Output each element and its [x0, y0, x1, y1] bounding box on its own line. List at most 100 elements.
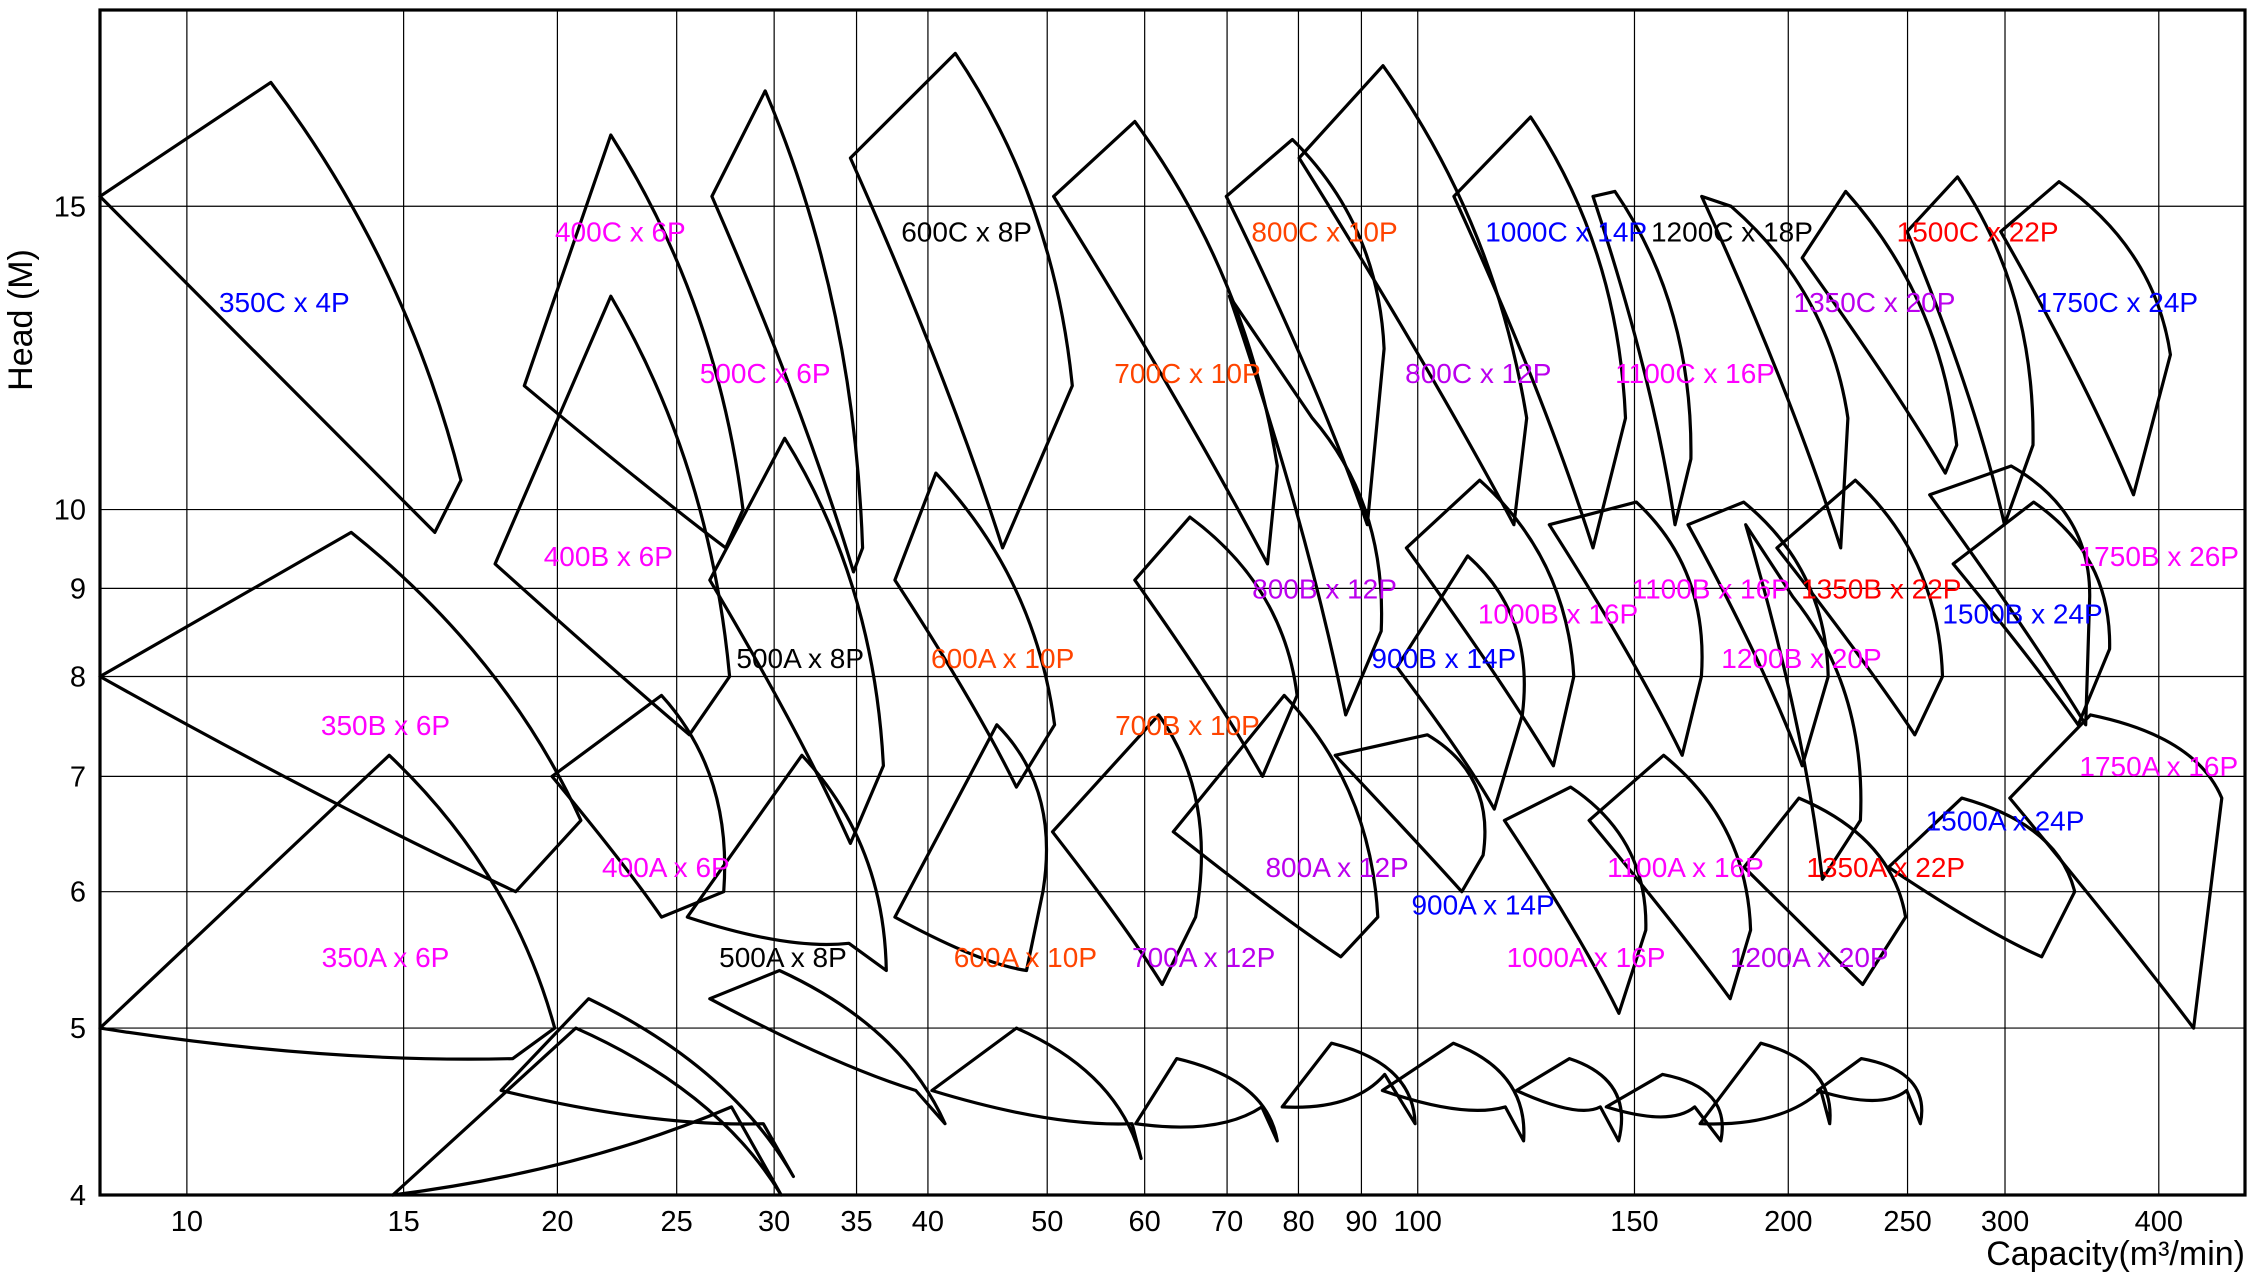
pump-region-label: 1750B x 26P	[2079, 541, 2239, 572]
x-axis-label: Capacity(m³/min)	[1986, 1235, 2245, 1273]
pump-region-outline	[550, 693, 727, 919]
pump-region-outline	[1133, 515, 1299, 778]
y-axis-label: Head (M)	[2, 249, 40, 391]
pump-region-label: 700B x 10P	[1115, 710, 1260, 741]
pump-region-outline	[708, 968, 947, 1126]
x-tick-labels: 10 15 20 25 30 35 40 50 60 70 80 90 100 150 200 250 300 4…	[171, 1206, 2183, 1238]
x-tick-label: 90	[1345, 1206, 1377, 1238]
y-tick-label: 15	[54, 191, 86, 223]
pump-region-outline	[893, 723, 1049, 973]
y-tick-label: 6	[70, 877, 86, 909]
pump-region-outline	[1333, 733, 1487, 894]
pump-region-outline	[1591, 189, 1693, 527]
pump-region-label: 1750A x 16P	[2079, 751, 2238, 782]
pump-region-label: 1200A x 20P	[1730, 942, 1889, 973]
pump-region-label: 800B x 12P	[1252, 573, 1397, 604]
x-tick-label: 25	[661, 1206, 693, 1238]
pump-region-label: 900B x 14P	[1371, 643, 1516, 674]
pump-region-outline	[1587, 753, 1753, 1001]
x-tick-label: 30	[758, 1206, 790, 1238]
pump-region-outline	[1928, 464, 2092, 727]
pump-region-outline	[98, 753, 557, 1061]
pump-region-label: 1350C x 20P	[1794, 287, 1956, 318]
pump-region-label: 700A x 12P	[1132, 942, 1275, 973]
pump-region-label: 1500B x 24P	[1942, 599, 2102, 630]
y-tick-label: 5	[70, 1013, 86, 1045]
pump-region-label: 1200C x 18P	[1651, 217, 1813, 248]
pump-region-label: 1100B x 16P	[1632, 573, 1790, 604]
pump-region-outline	[708, 436, 885, 845]
pump-region-label: 1500A x 24P	[1926, 805, 2085, 836]
x-tick-label: 400	[2135, 1206, 2183, 1238]
pump-region-outline	[522, 133, 745, 550]
pump-region-outline	[1905, 175, 2035, 527]
pump-region-label: 1350B x 22P	[1801, 573, 1961, 604]
pump-region-outline	[1280, 1041, 1417, 1126]
y-tick-label: 8	[70, 661, 86, 693]
pump-region-outline	[1698, 1041, 1832, 1126]
pump-region-outline	[1742, 796, 1908, 987]
y-tick-label: 10	[54, 495, 86, 527]
x-tick-label: 100	[1394, 1206, 1442, 1238]
pump-region-label: 500C x 6P	[700, 358, 831, 389]
pump-region-outline	[1816, 1057, 1924, 1126]
pump-region-label: 500A x 8P	[719, 942, 847, 973]
x-tick-label: 60	[1129, 1206, 1161, 1238]
pump-region-labels: 350C x 4P 400C x 6P 500C x 6P 600C x 8P 700C…	[219, 217, 2239, 973]
plot-frame	[98, 8, 2247, 1197]
pump-region-outline	[1775, 478, 1945, 737]
pump-region-outline	[1404, 478, 1576, 768]
pump-region-label: 1100C x 16P	[1615, 358, 1775, 389]
pump-region-outline	[710, 89, 865, 574]
x-tick-label: 150	[1610, 1206, 1658, 1238]
pump-region-outline	[493, 294, 732, 737]
pump-region-outline	[1604, 1072, 1724, 1143]
pump-region-outline	[1951, 500, 2112, 727]
pump-region-outline	[1999, 180, 2172, 497]
pump-region-outline	[1050, 713, 1204, 987]
pump-region-outline	[499, 997, 795, 1179]
pump-region-label: 350B x 6P	[321, 710, 450, 741]
pump-region-label: 600C x 8P	[901, 217, 1032, 248]
grid-lines	[100, 10, 2245, 1196]
x-tick-label: 15	[387, 1206, 419, 1238]
pump-region-label: 1350A x 22P	[1806, 852, 1965, 883]
pump-region-label: 400B x 6P	[544, 541, 673, 572]
pump-region-outline	[98, 530, 583, 894]
x-tick-label: 40	[912, 1206, 944, 1238]
pump-region-label: 400C x 6P	[555, 217, 686, 248]
pump-region-label: 700C x 10P	[1114, 358, 1260, 389]
pump-region-label: 1750C x 24P	[2036, 287, 2198, 318]
pump-region-outline	[391, 1026, 783, 1197]
pump-region-outline	[1380, 1041, 1526, 1143]
pump-region-outline	[1547, 500, 1704, 757]
pump-region-label: 1500C x 22P	[1897, 217, 2059, 248]
y-tick-label: 9	[70, 573, 86, 605]
pump-region-outline	[1744, 523, 1863, 881]
y-tick-label: 7	[70, 761, 86, 793]
pump-region-outline	[893, 471, 1057, 789]
pump-region-outline	[1171, 693, 1380, 959]
x-tick-label: 70	[1211, 1206, 1243, 1238]
x-tick-label: 80	[1282, 1206, 1314, 1238]
x-tick-label: 200	[1764, 1206, 1812, 1238]
pump-region-outline	[1686, 500, 1830, 768]
pump-region-outlines	[98, 51, 2224, 1197]
pump-region-label: 900A x 14P	[1411, 889, 1554, 920]
pump-region-outline	[1502, 785, 1648, 1015]
pump-region-label: 600A x 10P	[954, 942, 1097, 973]
x-tick-label: 50	[1031, 1206, 1063, 1238]
y-tick-label: 4	[70, 1180, 86, 1212]
pump-region-outline	[1514, 1057, 1624, 1143]
pump-region-label: 1200B x 20P	[1721, 643, 1881, 674]
pump-region-label: 1000C x 14P	[1485, 217, 1647, 248]
pump-region-label: 500A x 8P	[736, 643, 864, 674]
pump-region-label: 800A x 12P	[1265, 852, 1408, 883]
x-tick-label: 20	[541, 1206, 573, 1238]
pump-region-outline	[2008, 713, 2224, 1030]
pump-region-label: 350C x 4P	[219, 287, 350, 318]
pump-region-label: 800C x 10P	[1251, 217, 1397, 248]
pump-region-outline	[1134, 1057, 1279, 1143]
pump-region-outline	[1395, 554, 1526, 811]
